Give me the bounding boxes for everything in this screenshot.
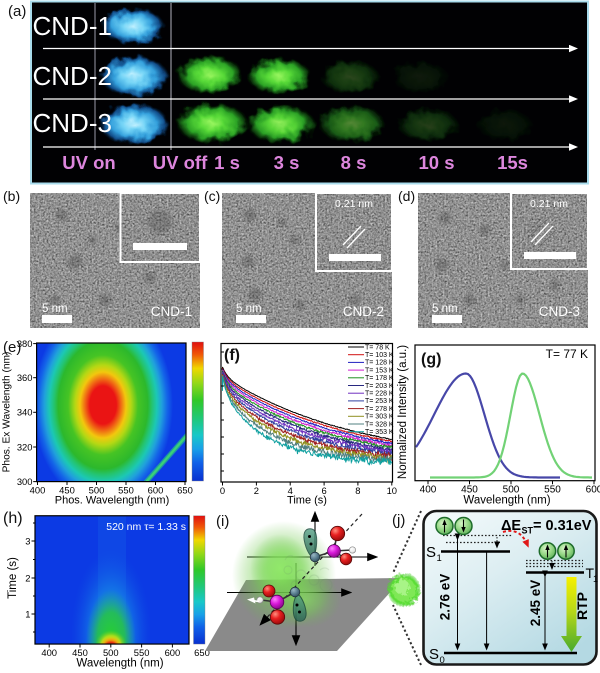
svg-text:450: 450 [461, 485, 478, 496]
svg-text:ST: ST [522, 526, 534, 536]
svg-text:= 0.31eV: = 0.31eV [533, 518, 592, 534]
svg-text:340: 340 [17, 407, 33, 418]
svg-text:10: 10 [387, 485, 397, 496]
svg-text:T= 153 K: T= 153 K [365, 367, 394, 374]
svg-text:T= 78 K: T= 78 K [365, 344, 390, 351]
svg-text:T= 253 K: T= 253 K [365, 398, 394, 405]
svg-text:5 nm: 5 nm [236, 303, 262, 315]
svg-text:8: 8 [355, 485, 360, 496]
svg-text:S: S [426, 544, 436, 561]
svg-text:600: 600 [586, 485, 600, 496]
svg-text:(h): (h) [3, 510, 23, 527]
svg-text:(d): (d) [398, 188, 415, 204]
svg-text:360: 360 [17, 372, 33, 383]
svg-text:5 nm: 5 nm [42, 303, 68, 315]
svg-text:(f): (f) [224, 347, 240, 364]
svg-text:(i): (i) [216, 513, 229, 530]
svg-text:CND-1: CND-1 [33, 11, 112, 41]
svg-text:RTP: RTP [574, 592, 590, 620]
svg-text:ΔE: ΔE [501, 518, 521, 534]
svg-text:UV off: UV off [153, 152, 208, 173]
svg-text:400: 400 [30, 485, 46, 496]
svg-text:5 nm: 5 nm [432, 303, 458, 315]
svg-text:1 s: 1 s [214, 152, 240, 173]
svg-text:600: 600 [148, 485, 164, 496]
svg-text:380: 380 [17, 338, 33, 349]
svg-text:T= 178 K: T= 178 K [365, 375, 394, 382]
svg-text:550: 550 [544, 485, 561, 496]
svg-text:10 s: 10 s [418, 152, 454, 173]
svg-text:T= 353 K: T= 353 K [365, 429, 394, 436]
svg-text:550: 550 [118, 485, 134, 496]
svg-text:S: S [429, 646, 439, 663]
svg-text:520 nm τ= 1.33 s: 520 nm τ= 1.33 s [106, 521, 186, 533]
svg-text:450: 450 [72, 647, 88, 658]
svg-text:2.76 eV: 2.76 eV [438, 574, 453, 621]
svg-text:0.21 nm: 0.21 nm [530, 198, 568, 210]
svg-text:320: 320 [17, 441, 33, 452]
svg-text:Phos. Wavelength (nm): Phos. Wavelength (nm) [55, 495, 170, 507]
svg-text:T= 103 K: T= 103 K [365, 352, 394, 359]
svg-text:CND-2: CND-2 [343, 304, 384, 319]
svg-text:CND-3: CND-3 [33, 108, 112, 138]
svg-text:T= 303 K: T= 303 K [365, 414, 394, 421]
svg-text:T= 77 K: T= 77 K [546, 347, 588, 361]
svg-text:400: 400 [41, 647, 57, 658]
svg-text:15s: 15s [497, 152, 528, 173]
svg-text:3: 3 [25, 535, 30, 546]
svg-text:T= 278 K: T= 278 K [365, 406, 394, 413]
svg-text:Phos. Ex Wavelength (nm): Phos. Ex Wavelength (nm) [2, 352, 13, 473]
svg-text:Wavelength (nm): Wavelength (nm) [463, 495, 550, 507]
svg-text:CND-1: CND-1 [151, 304, 192, 319]
svg-text:0.21 nm: 0.21 nm [335, 198, 373, 210]
svg-text:500: 500 [503, 485, 520, 496]
svg-text:Wavelength (nm): Wavelength (nm) [76, 658, 163, 670]
svg-text:(e): (e) [3, 339, 21, 356]
svg-text:Time (s): Time (s) [7, 557, 19, 599]
svg-text:CND-3: CND-3 [539, 304, 580, 319]
svg-text:0: 0 [220, 485, 225, 496]
svg-text:T= 203 K: T= 203 K [365, 383, 394, 390]
svg-text:0: 0 [440, 655, 445, 666]
svg-text:T: T [586, 565, 595, 581]
svg-text:(j): (j) [392, 512, 405, 529]
svg-text:600: 600 [165, 647, 181, 658]
svg-text:1: 1 [593, 574, 598, 584]
svg-text:2: 2 [25, 572, 30, 583]
svg-text:(g): (g) [421, 351, 441, 368]
svg-text:(a): (a) [8, 3, 26, 20]
svg-text:3 s: 3 s [274, 152, 300, 173]
svg-text:550: 550 [134, 647, 150, 658]
svg-text:500: 500 [103, 647, 119, 658]
svg-text:2.45 eV: 2.45 eV [528, 580, 543, 627]
svg-text:T= 228 K: T= 228 K [365, 391, 394, 398]
svg-text:650: 650 [194, 647, 210, 658]
svg-text:4: 4 [288, 485, 293, 496]
svg-text:CND-2: CND-2 [33, 61, 112, 91]
svg-text:T= 328 K: T= 328 K [365, 421, 394, 428]
svg-text:400: 400 [420, 485, 437, 496]
svg-text:Time (s): Time (s) [287, 495, 327, 507]
svg-text:8 s: 8 s [341, 152, 367, 173]
svg-text:(b): (b) [3, 188, 20, 204]
svg-text:T= 128 K: T= 128 K [365, 360, 394, 367]
svg-text:UV on: UV on [62, 152, 115, 173]
svg-text:(c): (c) [204, 188, 220, 204]
svg-text:650: 650 [177, 485, 193, 496]
svg-text:Normalized Intensity (a.u.): Normalized Intensity (a.u.) [397, 345, 409, 479]
svg-text:450: 450 [59, 485, 75, 496]
svg-text:1: 1 [25, 608, 30, 619]
svg-text:6: 6 [321, 485, 326, 496]
svg-text:500: 500 [89, 485, 105, 496]
svg-text:1: 1 [437, 553, 442, 564]
svg-text:300: 300 [17, 476, 33, 487]
svg-text:2: 2 [254, 485, 259, 496]
